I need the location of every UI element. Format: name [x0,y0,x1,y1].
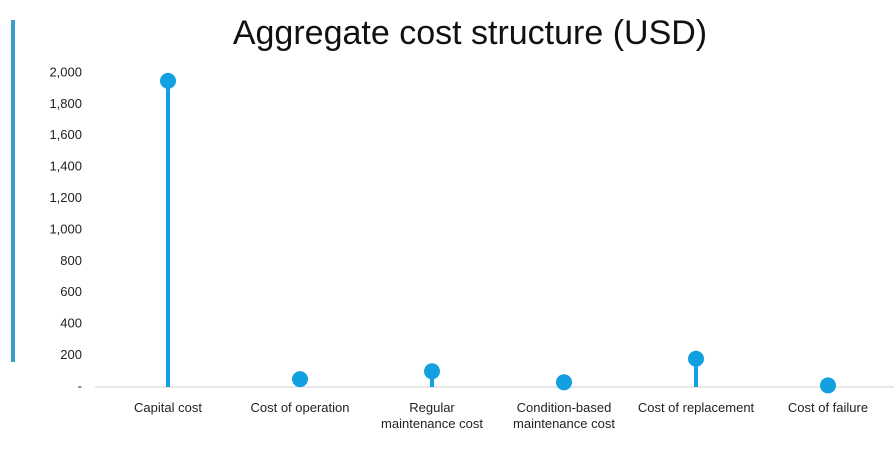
y-tick-label: - [78,378,82,393]
y-tick-label: 600 [60,284,82,299]
y-tick-label: 1,600 [49,127,82,142]
x-tick-label: Cost of operation [250,400,350,415]
dot [424,363,440,380]
x-tick-label: Cost of replacement [637,400,755,415]
dot [160,72,176,89]
dot [820,377,836,394]
dot [556,374,572,391]
dot [688,350,704,367]
y-tick-label: 1,400 [49,159,82,174]
x-tick-label: Regular maintenance cost [381,400,483,431]
y-tick-label: 1,000 [49,221,82,236]
x-tick-label: Condition-based maintenance cost [513,400,615,431]
y-tick-label: 800 [60,253,82,268]
y-tick-label: 1,800 [49,96,82,111]
chart-title: Aggregate cost structure (USD) [233,14,707,52]
side-accent [11,20,15,362]
y-tick-label: 400 [60,316,82,331]
y-tick-label: 2,000 [49,64,82,79]
x-tick-label: Cost of failure [787,400,869,415]
x-tick-label: Capital cost [134,400,202,415]
dot [292,371,308,388]
y-tick-label: 200 [60,347,82,362]
y-tick-label: 1,200 [49,190,82,205]
